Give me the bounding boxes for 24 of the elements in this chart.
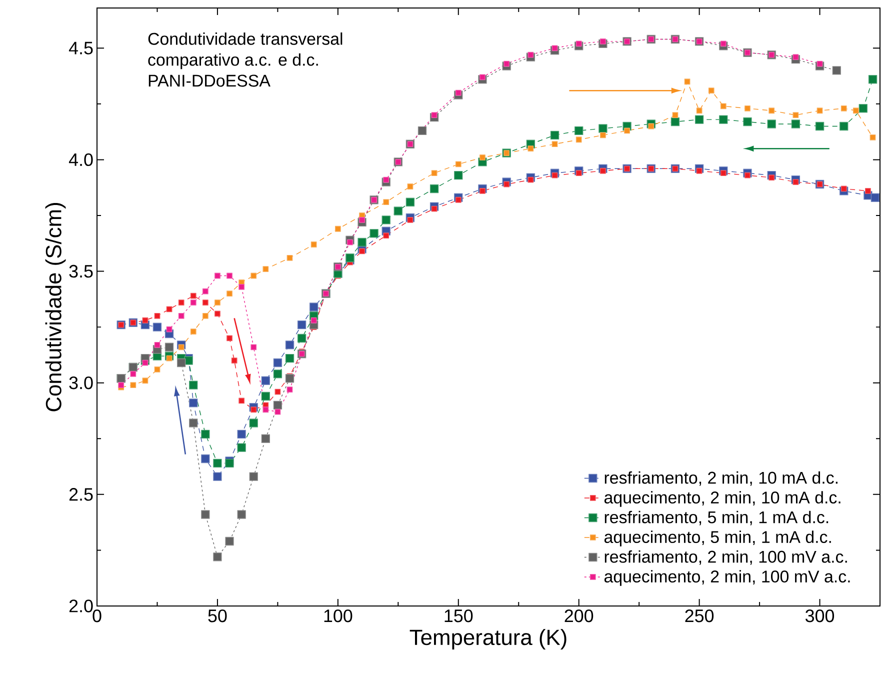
y-axis-title: Condutividade (S/cm) [45, 203, 66, 412]
legend-label: aquecimento, 5 min, 1 mA d.c. [604, 530, 831, 546]
legend-label: aquecimento, 2 min, 10 mA d.c. [604, 491, 840, 507]
annotation: comparativo a.c. e d.c. [148, 53, 318, 70]
x-tick-label: 250 [685, 609, 714, 622]
x-tick-label: 100 [324, 609, 352, 622]
x-tick-label: 300 [806, 609, 834, 622]
x-tick-label: 50 [208, 609, 227, 622]
annotation: PANI-DDoESSA [148, 74, 270, 87]
legend-label: resfriamento, 5 min, 1 mA d.c. [604, 510, 828, 526]
x-tick-label: 200 [564, 609, 594, 622]
y-tick-label: 2.5 [69, 488, 93, 501]
y-tick-label: 4.0 [68, 153, 93, 166]
legend-label: resfriamento, 2 min, 100 mV a.c. [604, 550, 847, 565]
y-tick-label: 2.0 [69, 600, 93, 612]
x-tick-label: 150 [444, 609, 473, 622]
annotation: Condutividade transversal [148, 32, 342, 45]
y-tick-label: 3.0 [69, 376, 93, 390]
y-tick-label: 4.5 [68, 42, 93, 54]
x-axis-title: Temperatura (K) [410, 629, 566, 650]
x-tick-label: 0 [92, 609, 102, 622]
y-tick-label: 3.5 [69, 264, 93, 278]
legend-label: resfriamento, 2 min, 10 mA d.c. [604, 471, 838, 486]
legend-label: aquecimento, 2 min, 100 mV a.c. [604, 570, 850, 586]
